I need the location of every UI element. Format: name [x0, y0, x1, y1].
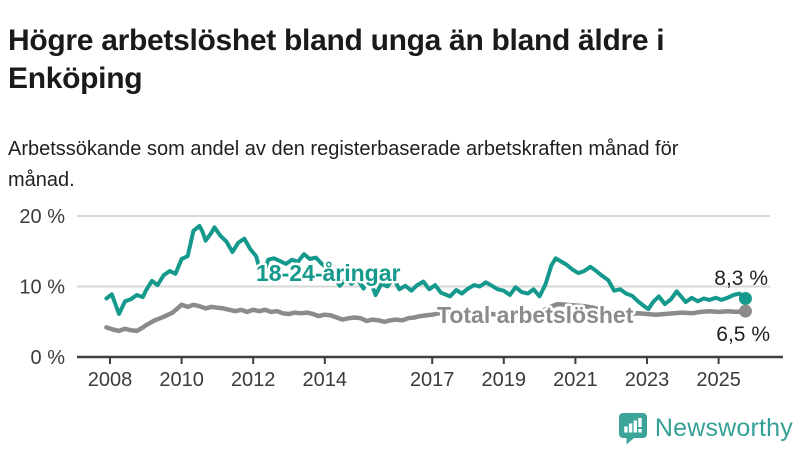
x-axis-label: 2014: [303, 369, 348, 391]
end-dot-total: [738, 304, 752, 318]
end-value-label-youth: 8,3 %: [714, 267, 768, 290]
x-axis-label: 2012: [231, 369, 276, 391]
series-label-youth: 18-24-åringar: [256, 260, 401, 286]
exclamation-dot: [638, 428, 642, 432]
speech-bubble-shape: [618, 412, 647, 444]
bar-2: [628, 423, 633, 432]
newsworthy-logo: Newsworthy: [618, 410, 793, 446]
bar-1: [624, 426, 628, 432]
newsworthy-logo-text: Newsworthy: [654, 413, 793, 442]
x-axis-label: 2021: [553, 369, 598, 391]
x-axis-label: 2023: [625, 369, 670, 391]
y-axis-label: 10 %: [19, 277, 65, 299]
end-value-label-total: 6,5 %: [716, 323, 770, 346]
chart-canvas: 18-24-åringar Total arbetslöshet 8,3 % 6,5 …: [19, 206, 783, 391]
chart-subtitle: Arbetssökande som andel av den registerb…: [8, 138, 679, 191]
newsworthy-logo-icon: [618, 412, 647, 444]
exclamation-stem: [638, 417, 642, 427]
series-line-youth: [104, 223, 748, 316]
y-axis-label: 20 %: [19, 206, 65, 228]
x-axis-label: 2008: [88, 369, 133, 391]
x-axis-label: 2017: [410, 369, 455, 391]
end-dot-youth: [738, 291, 752, 305]
x-axis-label: 2010: [159, 369, 204, 391]
page-title: Högre arbetslöshet bland unga än bland ä…: [8, 24, 665, 96]
x-axis-label: 2025: [696, 369, 741, 391]
series-label-total: Total arbetslöshet: [437, 302, 634, 328]
x-axis-label: 2019: [482, 369, 527, 391]
series-line-total: [104, 301, 748, 334]
y-axis-label: 0 %: [31, 347, 66, 369]
unemployment-line-chart: 18-24-åringar Total arbetslöshet 8,3 % 6,5 …: [0, 195, 800, 405]
bar-3: [633, 420, 637, 432]
